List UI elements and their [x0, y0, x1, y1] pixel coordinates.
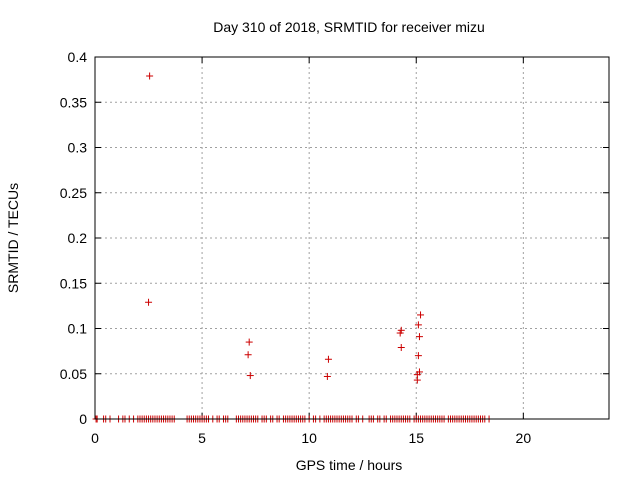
plot-frame [94, 56, 610, 420]
data-point [323, 372, 331, 380]
data-point [414, 321, 422, 329]
data-point [417, 311, 425, 319]
data-point [414, 352, 422, 360]
grid-lines [95, 57, 609, 419]
data-point [145, 298, 153, 306]
data-point [146, 72, 154, 80]
y-tick-label: 0.1 [68, 321, 88, 337]
data-points [92, 72, 493, 423]
tick-labels: 0 0.05 0.1 0.15 0.2 0.25 0.3 0.35 0.4 0 5 10 15 20 [60, 49, 532, 446]
y-tick-label: 0.25 [60, 185, 87, 201]
data-point [397, 344, 405, 352]
y-tick-label: 0.05 [60, 366, 87, 382]
data-point [245, 338, 253, 346]
data-point [415, 333, 423, 341]
y-tick-label: 0.3 [68, 140, 88, 156]
y-axis-label: SRMTID / TECUs [5, 183, 21, 293]
x-tick-label: 0 [91, 430, 99, 446]
data-point [413, 376, 421, 384]
y-tick-label: 0 [79, 411, 87, 427]
y-tick-label: 0.4 [68, 49, 88, 65]
x-tick-label: 10 [301, 430, 317, 446]
x-axis-label: GPS time / hours [296, 457, 403, 473]
x-tick-label: 20 [516, 430, 532, 446]
data-point [324, 355, 332, 363]
y-tick-label: 0.35 [60, 94, 87, 110]
x-tick-label: 5 [198, 430, 206, 446]
y-tick-label: 0.15 [60, 275, 87, 291]
data-point [396, 329, 404, 337]
x-tick-label: 15 [408, 430, 424, 446]
chart-title: Day 310 of 2018, SRMTID for receiver miz… [213, 19, 485, 35]
y-tick-label: 0.2 [68, 230, 88, 246]
data-point [244, 351, 252, 359]
data-point [246, 372, 254, 380]
